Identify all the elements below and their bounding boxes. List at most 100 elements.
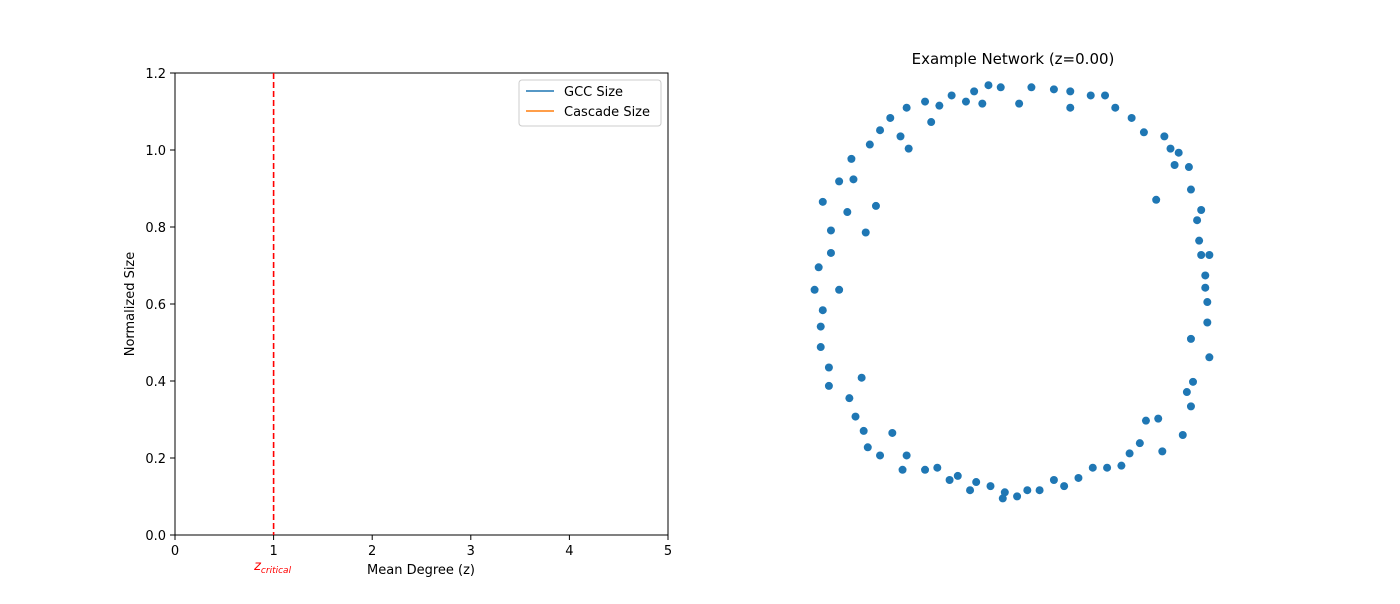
network-node (1141, 416, 1150, 425)
network-node (1117, 461, 1126, 470)
network-node (1203, 298, 1212, 307)
y-axis-label: Normalized Size (123, 252, 138, 357)
network-node (1201, 271, 1210, 280)
network-node (927, 118, 936, 127)
network-node (1015, 99, 1024, 108)
x-tick-label: 1 (269, 544, 277, 559)
network-node (1189, 377, 1197, 386)
network-node (902, 103, 911, 112)
network-node (1066, 87, 1075, 96)
network-node (1170, 161, 1179, 169)
network-node (810, 285, 819, 294)
network-node (1186, 334, 1195, 343)
network-node (876, 126, 885, 135)
y-tick-label: 0.4 (145, 375, 166, 390)
network-node (845, 394, 854, 403)
network-node (978, 99, 987, 108)
network-title: Example Network (z=0.00) (912, 50, 1115, 68)
network-node (1086, 91, 1095, 100)
y-tick-label: 0.6 (145, 298, 166, 313)
network-node (972, 478, 981, 487)
network-node (921, 465, 930, 474)
network-node (824, 381, 833, 390)
network-node (847, 154, 856, 163)
y-tick-label: 0.0 (145, 529, 166, 544)
network-node (818, 197, 827, 206)
network-node (1111, 103, 1120, 112)
network-node (835, 177, 844, 186)
network-node (953, 471, 962, 480)
network-node (1139, 128, 1148, 137)
legend-label-gcc: GCC Size (564, 85, 623, 100)
network-node (1186, 185, 1195, 194)
critical-threshold-subscript: critical (261, 566, 292, 576)
network-node (843, 208, 852, 217)
network-node (1154, 414, 1163, 423)
network-node (1197, 251, 1206, 259)
network-node (1160, 132, 1169, 141)
x-tick-label: 0 (171, 544, 179, 559)
network-node (861, 228, 870, 237)
critical-threshold-label: zcritical (253, 559, 291, 576)
x-axis-label: Mean Degree (z) (367, 563, 475, 578)
network-node (1184, 163, 1193, 172)
network-node (1074, 473, 1083, 482)
network-node (863, 443, 872, 452)
network-node (888, 428, 897, 437)
network-node (835, 285, 844, 294)
network-node (1203, 318, 1212, 327)
network-node (824, 363, 833, 372)
network-node (826, 248, 835, 257)
network-plot: Example Network (z=0.00) (810, 50, 1214, 503)
network-node (1035, 486, 1044, 495)
network-node (1197, 206, 1206, 214)
network-node (1049, 476, 1058, 484)
network-node (1000, 488, 1009, 497)
network-node (1049, 85, 1058, 94)
network-node (986, 482, 995, 491)
y-tick-label: 1.2 (145, 67, 166, 82)
network-node (1152, 195, 1161, 204)
network-node (826, 226, 835, 235)
network-node (1103, 463, 1112, 472)
network-node (816, 343, 825, 352)
network-node (1186, 402, 1195, 411)
network-node (1066, 103, 1075, 112)
x-tick-label: 3 (467, 544, 475, 559)
network-node (1201, 283, 1210, 292)
network-node (1023, 486, 1032, 495)
x-tick-label: 2 (368, 544, 376, 559)
network-node (1205, 353, 1214, 362)
y-tick-label: 1.0 (145, 144, 166, 159)
network-node (935, 101, 944, 110)
network-node (886, 113, 895, 122)
network-node (1127, 113, 1136, 122)
critical-threshold-symbol: z (253, 559, 262, 574)
x-axis: 0 1 2 3 4 5 (171, 535, 672, 559)
network-node (1101, 91, 1110, 100)
network-node (1013, 492, 1022, 501)
network-node (1158, 447, 1167, 456)
network-node (1178, 431, 1187, 439)
network-node (851, 412, 860, 421)
network-node (816, 322, 825, 331)
network-node (1193, 216, 1202, 225)
network-node (857, 373, 866, 382)
line-chart: 0 1 2 3 4 5 0.0 0.2 0.4 0.6 0.8 1.0 1.2 zcritical M… (123, 67, 672, 578)
network-node (1088, 463, 1097, 472)
legend-label-cascade: Cascade Size (564, 105, 650, 120)
x-tick-label: 5 (664, 544, 672, 559)
legend: GCC Size Cascade Size (518, 79, 662, 127)
network-nodes (810, 81, 1214, 503)
network-node (947, 91, 956, 100)
network-node (984, 81, 993, 90)
network-node (865, 140, 874, 149)
plot-area (174, 72, 669, 536)
network-node (1166, 144, 1175, 153)
network-node (1182, 388, 1191, 397)
network-node (1195, 236, 1204, 245)
network-node (1174, 148, 1183, 157)
network-node (966, 486, 975, 495)
network-node (896, 132, 905, 141)
